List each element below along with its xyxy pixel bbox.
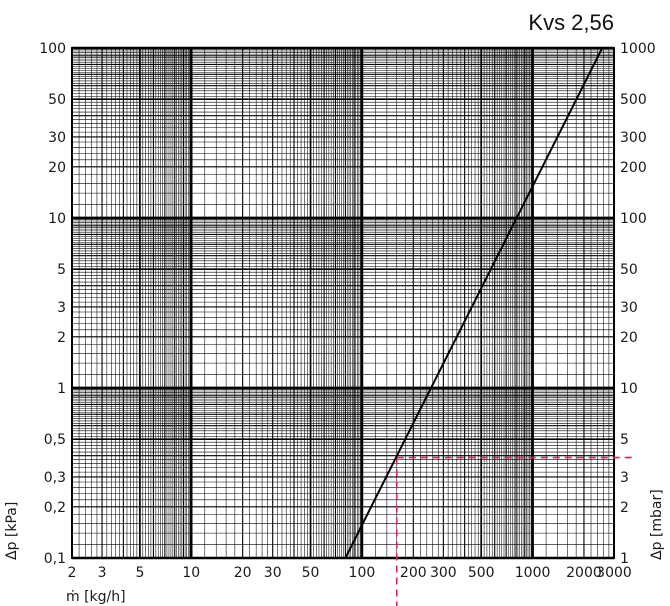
series-layer	[344, 47, 604, 559]
y-right-tick-label: 30	[620, 300, 638, 316]
y-left-tick-label: 0,1	[44, 551, 66, 567]
y-right-tick-label: 10	[620, 381, 638, 397]
x-tick-label: 100	[349, 565, 376, 581]
y-left-tick-label: 10	[48, 211, 66, 227]
y-right-tick-label: 2	[620, 500, 629, 516]
x-tick-label: 3000	[596, 565, 632, 581]
x-tick-label: 30	[264, 565, 282, 581]
x-tick-label: 2000	[566, 565, 602, 581]
plot-frame	[71, 47, 615, 559]
x-tick-label: 10	[182, 565, 200, 581]
y-left-tick-label: 1	[57, 381, 66, 397]
y-left-tick-label: 5	[57, 262, 66, 278]
y-right-tick-label: 1000	[620, 41, 656, 57]
y-left-tick-label: 0,3	[44, 470, 66, 486]
y-right-tick-labels: 1 2 3 5 10 20 30 50 100 200 300 500 1000	[620, 41, 656, 567]
x-tick-label: 200	[400, 565, 427, 581]
x-axis-label: ṁ [kg/h]	[66, 589, 126, 605]
x-tick-label: 2	[68, 565, 77, 581]
y-right-tick-label: 1	[620, 551, 629, 567]
major-grid	[71, 46, 615, 560]
y-right-tick-label: 100	[620, 211, 647, 227]
x-tick-label: 5	[135, 565, 144, 581]
y-left-tick-label: 30	[48, 130, 66, 146]
y-axis-label-right: Δp [mbar]	[649, 489, 665, 560]
y-left-tick-labels: 0,1 0,2 0,3 0,5 1 2 3 5 10 20 30 50 100	[39, 41, 66, 567]
y-left-tick-label: 2	[57, 330, 66, 346]
y-right-tick-label: 5	[620, 432, 629, 448]
x-tick-label: 20	[234, 565, 252, 581]
y-right-tick-label: 200	[620, 160, 647, 176]
y-left-tick-label: 3	[57, 300, 66, 316]
x-tick-label: 1000	[515, 565, 551, 581]
chart-title: Kvs 2,56	[528, 10, 614, 35]
y-right-tick-label: 20	[620, 330, 638, 346]
y-left-tick-label: 50	[48, 92, 66, 108]
kvs-characteristic-line	[344, 47, 604, 559]
minor-grid	[72, 48, 614, 558]
y-right-tick-label: 500	[620, 92, 647, 108]
annotation-layer	[395, 456, 634, 606]
x-tick-label: 3	[98, 565, 107, 581]
plot-border	[71, 47, 615, 559]
y-right-tick-label: 300	[620, 130, 647, 146]
x-tick-label: 300	[430, 565, 457, 581]
y-left-tick-label: 100	[39, 41, 66, 57]
y-axis-label-left: Δp [kPa]	[4, 502, 20, 560]
y-left-tick-label: 0,2	[44, 500, 66, 516]
y-right-tick-label: 3	[620, 470, 629, 486]
x-tick-label: 500	[468, 565, 495, 581]
y-right-tick-label: 50	[620, 262, 638, 278]
x-tick-label: 50	[302, 565, 320, 581]
y-left-tick-label: 0,5	[44, 432, 66, 448]
y-left-tick-label: 20	[48, 160, 66, 176]
